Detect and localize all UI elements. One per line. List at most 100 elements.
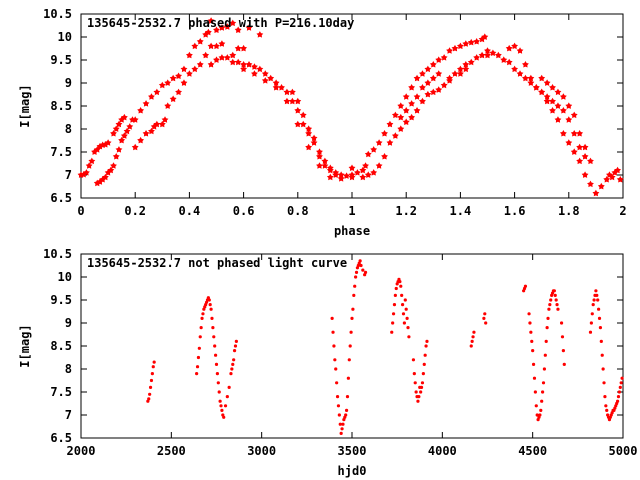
- data-point: [153, 88, 161, 96]
- data-point: [348, 164, 356, 172]
- data-point: [601, 367, 605, 371]
- data-point: [104, 169, 112, 176]
- data-point: [478, 35, 486, 43]
- data-point: [207, 61, 215, 68]
- data-point: [375, 162, 383, 169]
- data-point: [554, 102, 562, 109]
- data-point: [150, 123, 158, 130]
- data-point: [581, 143, 589, 151]
- data-point: [148, 93, 155, 100]
- y-tick-label: 10.5: [43, 7, 72, 21]
- data-point: [398, 280, 402, 284]
- data-point: [528, 321, 532, 325]
- data-point: [148, 385, 153, 389]
- data-point: [538, 88, 546, 96]
- data-point: [332, 344, 336, 348]
- data-point: [207, 17, 215, 24]
- data-point: [214, 362, 219, 366]
- data-point: [416, 399, 420, 403]
- data-point: [401, 312, 406, 316]
- data-point: [424, 79, 432, 86]
- data-point: [164, 102, 172, 109]
- data-point: [560, 335, 565, 339]
- y-axis-label: I[mag]: [18, 84, 32, 127]
- data-point: [420, 381, 425, 385]
- data-point: [223, 54, 231, 61]
- data-point: [505, 44, 513, 52]
- data-point: [570, 148, 578, 155]
- data-point: [381, 130, 388, 137]
- data-point: [351, 307, 355, 311]
- y-tick-label: 9.5: [50, 293, 72, 307]
- data-point: [354, 275, 358, 279]
- data-point: [419, 84, 426, 91]
- data-point: [180, 79, 188, 86]
- data-point: [618, 385, 622, 389]
- data-point: [549, 298, 553, 302]
- data-point: [344, 413, 348, 417]
- data-point: [424, 90, 432, 98]
- data-point: [467, 38, 475, 46]
- data-point: [195, 365, 200, 369]
- data-point: [544, 339, 548, 343]
- data-point: [198, 335, 202, 339]
- x-tick-label: 2: [619, 204, 626, 218]
- data-point: [147, 397, 151, 401]
- data-point: [137, 107, 145, 114]
- data-point: [196, 355, 201, 360]
- data-point: [218, 40, 226, 47]
- data-point: [619, 381, 623, 385]
- data-point: [412, 372, 416, 376]
- data-point: [440, 81, 448, 89]
- data-point: [110, 130, 117, 137]
- data-point: [107, 166, 115, 174]
- data-point: [608, 173, 616, 181]
- data-point: [400, 303, 405, 307]
- data-point: [549, 107, 556, 114]
- data-point: [561, 349, 565, 353]
- y-tick-label: 6.5: [50, 431, 72, 445]
- data-point: [473, 54, 481, 61]
- data-point: [191, 65, 199, 73]
- data-point: [337, 171, 345, 178]
- y-tick-label: 7: [65, 408, 72, 422]
- data-point: [240, 44, 248, 52]
- data-point: [554, 298, 558, 302]
- data-point: [484, 47, 491, 54]
- data-point: [158, 120, 166, 128]
- data-point: [397, 125, 405, 132]
- data-point: [538, 74, 546, 82]
- data-point: [142, 130, 150, 137]
- data-point: [581, 171, 589, 178]
- data-point: [559, 107, 567, 114]
- x-tick-label: 1: [348, 204, 355, 218]
- data-point: [400, 293, 404, 297]
- data-point: [211, 326, 215, 330]
- data-point: [199, 326, 203, 330]
- data-point: [408, 113, 416, 121]
- data-point: [516, 70, 524, 77]
- data-point: [386, 139, 394, 146]
- data-point: [218, 24, 226, 31]
- data-point: [326, 173, 334, 181]
- data-point: [462, 65, 470, 73]
- data-point: [223, 23, 231, 30]
- data-point: [462, 61, 470, 68]
- data-point: [505, 58, 513, 66]
- data-point: [110, 162, 117, 169]
- data-point: [93, 179, 101, 187]
- data-point: [523, 284, 528, 288]
- data-point: [161, 116, 169, 123]
- data-point: [232, 349, 237, 353]
- data-point: [202, 51, 210, 59]
- data-point: [115, 146, 123, 153]
- data-point: [137, 136, 145, 144]
- data-point: [256, 65, 264, 73]
- data-point: [363, 270, 368, 274]
- data-point: [413, 93, 421, 100]
- data-point: [413, 107, 421, 114]
- data-point: [123, 127, 131, 135]
- y-tick-label: 10: [58, 30, 72, 44]
- data-point: [240, 61, 248, 68]
